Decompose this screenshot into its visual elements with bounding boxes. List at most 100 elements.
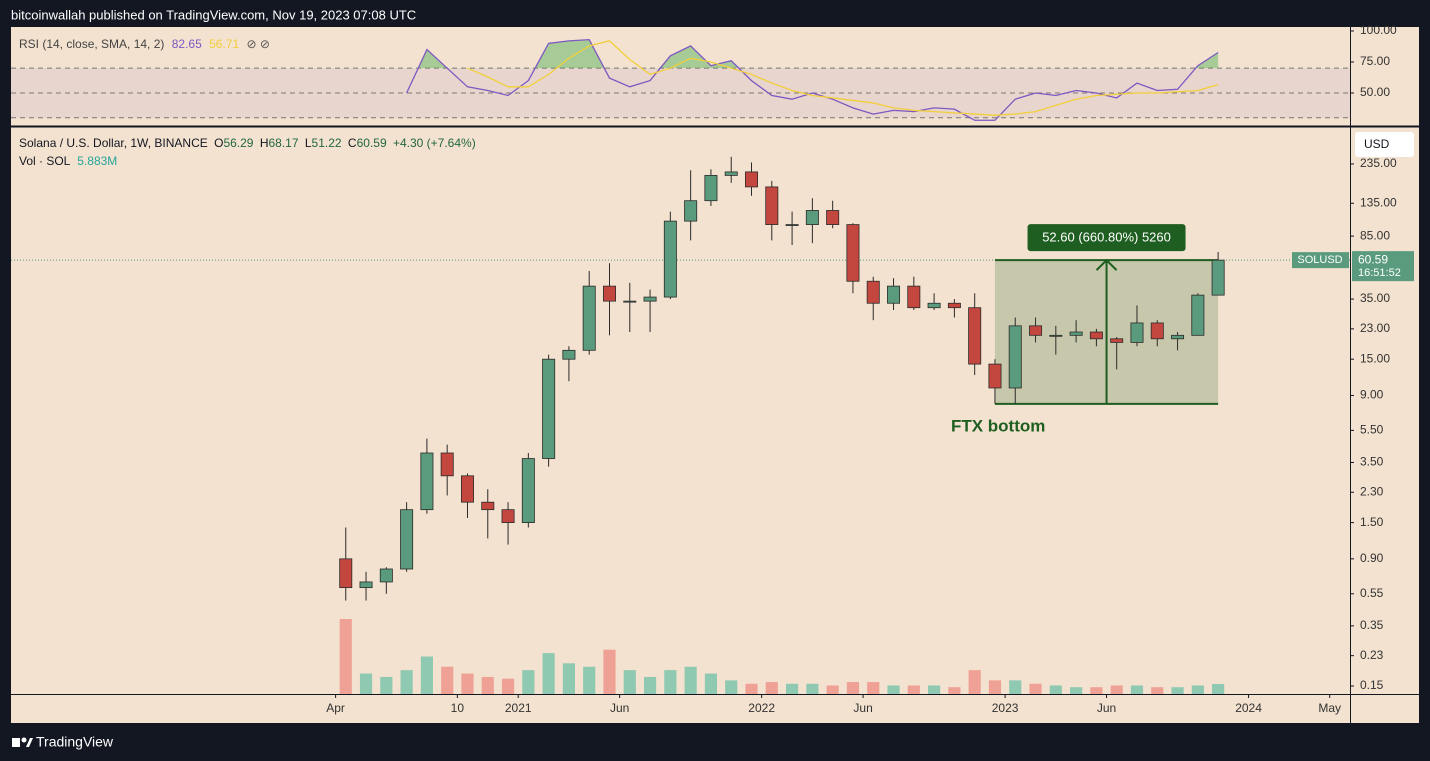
volume-bar	[1212, 683, 1225, 694]
y-tick-label: 2.30	[1360, 484, 1384, 498]
y-tick-label: 0.90	[1360, 551, 1384, 565]
volume-bar	[988, 680, 1002, 694]
candle-body	[623, 300, 637, 303]
logo-part	[21, 737, 27, 743]
logo-part	[26, 738, 33, 747]
y-tick-label: 35.00	[1360, 291, 1390, 305]
volume-bar	[928, 685, 941, 694]
candle-body	[1049, 334, 1063, 337]
volume-bar	[948, 687, 961, 694]
candle-body	[481, 501, 495, 511]
candle-body	[1008, 325, 1022, 389]
candle-body	[765, 186, 779, 225]
volume-bar	[603, 649, 616, 694]
candle-body	[1069, 331, 1083, 336]
candle-body	[663, 220, 677, 298]
volume-bar	[1049, 685, 1062, 694]
candle-body	[947, 302, 961, 309]
candle-body	[866, 280, 880, 304]
y-tick-label: 5.50	[1360, 423, 1384, 437]
volume-bar	[562, 663, 576, 694]
candle-body	[460, 475, 474, 503]
volume-bar	[684, 666, 697, 694]
x-tick-label: Jun	[1097, 701, 1116, 715]
rsi-sma-value: 56.71	[209, 37, 239, 51]
x-tick-label: Apr	[326, 701, 345, 715]
price-tag-countdown: 16:51:52	[1358, 267, 1401, 279]
candle-body	[1089, 331, 1103, 340]
volume-bar	[461, 673, 474, 694]
x-tick-label: 2024	[1235, 701, 1262, 715]
candle-body	[521, 458, 535, 523]
candle-body	[400, 509, 414, 570]
currency-button[interactable]	[1355, 132, 1414, 157]
x-tick-label: 2023	[992, 701, 1019, 715]
candle-body	[907, 285, 921, 309]
rsi-line	[467, 40, 1219, 116]
volume-bar	[846, 682, 860, 694]
candle-body	[846, 224, 860, 282]
volume-bar	[522, 670, 535, 694]
candle-body	[927, 302, 941, 309]
y-tick-label: 0.15	[1360, 678, 1384, 692]
x-tick-label: Jun	[610, 701, 629, 715]
measure-arrow	[1095, 258, 1118, 404]
overbought-fill	[406, 39, 1219, 69]
y-tick-label: 235.00	[1360, 156, 1397, 170]
volume-bar	[785, 683, 799, 694]
candle-body	[440, 452, 454, 477]
volume-bar	[765, 682, 778, 694]
candle-body	[420, 452, 434, 511]
volume-bar	[704, 673, 718, 694]
candle-body	[542, 358, 556, 459]
volume-label: Vol · SOL	[19, 154, 71, 168]
volume-bar	[441, 666, 454, 694]
brand: TradingView	[12, 734, 114, 750]
volume-bar	[481, 676, 494, 694]
price-tag-value: 60.59	[1358, 252, 1388, 266]
legend-value: 56.29	[223, 136, 253, 150]
volume-bar	[1029, 683, 1042, 694]
y-tick-label: 0.23	[1360, 648, 1384, 662]
candle-body	[724, 171, 738, 176]
rsi-value: 82.65	[172, 37, 202, 51]
legend-letter: H	[260, 136, 269, 150]
volume-bar	[826, 685, 839, 694]
x-tick-label: 2021	[505, 701, 532, 715]
volume-bar	[1130, 685, 1144, 694]
volume-bar	[1151, 687, 1164, 694]
candle-body	[1029, 325, 1043, 336]
candle-body	[887, 285, 901, 304]
volume-bar	[968, 670, 981, 694]
y-tick-label: 135.00	[1360, 195, 1397, 209]
candle-body	[339, 558, 353, 589]
legend-value: 60.59	[357, 136, 387, 150]
symbol-title: Solana / U.S. Dollar, 1W, BINANCE	[19, 136, 208, 150]
y-tick-label: 0.55	[1360, 586, 1384, 600]
legend-letter: O	[214, 136, 223, 150]
candle-body	[988, 363, 1002, 389]
volume-bar	[1191, 685, 1204, 694]
candle-body	[1191, 294, 1205, 336]
candle-body	[1171, 334, 1185, 340]
volume-value: 5.883M	[77, 154, 117, 168]
candle-body	[1150, 322, 1164, 340]
candle-body	[643, 296, 657, 302]
volume-bar	[887, 685, 900, 694]
volume-bar	[867, 682, 880, 694]
x-tick-label: 2022	[748, 701, 775, 715]
y-tick-label: 0.35	[1360, 618, 1384, 632]
volume-bar	[1171, 687, 1184, 694]
x-tick-label: 10	[451, 701, 465, 715]
y-tick-label: 100.00	[1360, 23, 1397, 37]
symbol-tag-text: SOLUSD	[1297, 254, 1342, 266]
logo-part	[12, 738, 20, 747]
measure-label: 52.60 (660.80%) 5260	[1042, 230, 1171, 245]
candle-body	[1211, 259, 1225, 296]
currency[interactable]: USD	[1364, 137, 1390, 151]
volume-bar	[664, 670, 677, 694]
candle-body	[501, 509, 515, 523]
candle-body	[1130, 322, 1144, 343]
volume-bar	[1009, 680, 1022, 694]
